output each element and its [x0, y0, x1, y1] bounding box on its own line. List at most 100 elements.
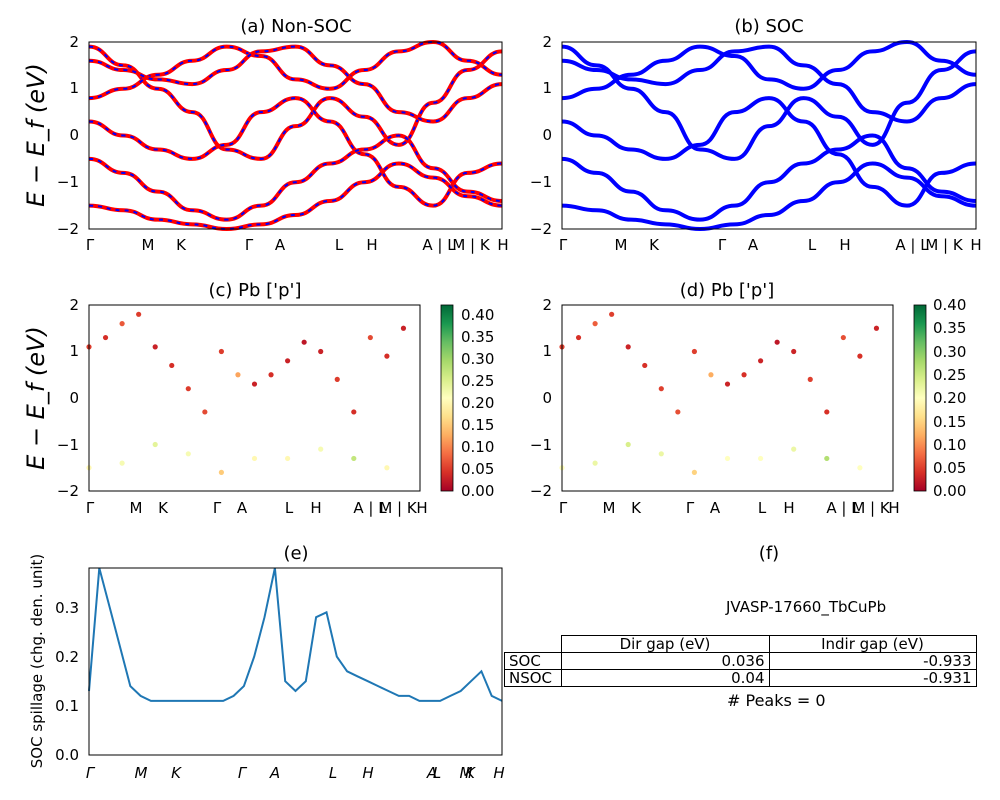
cbar-tick: 0.10	[461, 438, 494, 456]
cbar-tick: 0.40	[461, 306, 494, 324]
x-tick: Γ	[213, 499, 222, 517]
panel-b: (b) SOC 2 1 0 −1 −2 Γ M K Γ A L H A | L …	[530, 16, 982, 254]
x-tick: A	[748, 236, 759, 254]
panel-e-title: (e)	[283, 543, 308, 564]
band-line	[561, 44, 977, 124]
projection-point	[334, 376, 340, 382]
projection-point	[824, 455, 830, 462]
panel-d-yticks: 2 1 0 −1 −2	[530, 296, 552, 500]
panel-b-yticks: 2 1 0 −1 −2	[530, 33, 552, 238]
projection-point	[384, 465, 390, 471]
projection-point	[807, 376, 813, 382]
x-tick: A | L	[422, 236, 456, 254]
cbar-tick: 0.30	[933, 343, 966, 361]
x-tick: H	[493, 764, 504, 782]
panel-a-yticks: 2 1 0 −1 −2	[57, 33, 79, 238]
cbar-tick: 0.35	[933, 319, 966, 337]
projection-point	[185, 451, 191, 457]
table-header-row: Dir gap (eV) Indir gap (eV)	[505, 635, 977, 653]
panel-e-frame	[88, 567, 503, 756]
x-tick: Γ	[86, 764, 96, 782]
y-tick: 1	[69, 79, 79, 97]
table-row-label: SOC	[504, 652, 562, 670]
x-tick: L	[285, 499, 294, 517]
table-row: NSOC 0.04 -0.931	[504, 669, 977, 687]
panel-a: (a) Non-SOC E − E_f (eV) 2 1 0 −1 −2 Γ M…	[22, 16, 509, 254]
cbar-tick: 0.20	[461, 394, 494, 412]
panel-f: (f)	[759, 543, 779, 564]
y-tick: −2	[530, 482, 552, 500]
x-tick: M | K	[379, 499, 418, 517]
panel-e-line	[88, 567, 503, 702]
cbar-tick: 0.35	[461, 328, 494, 346]
x-tick: Γ	[238, 764, 248, 782]
table-cell: 0.04	[560, 669, 770, 687]
x-tick: H	[310, 499, 321, 517]
x-tick: K	[649, 236, 660, 254]
table-header: Dir gap (eV)	[560, 635, 770, 653]
projection-point	[351, 455, 357, 462]
band-line	[88, 44, 503, 124]
y-tick: 0.3	[55, 599, 79, 617]
x-tick: L	[335, 236, 344, 254]
y-tick: −1	[57, 173, 79, 191]
projection-point	[758, 455, 764, 462]
x-tick: A | L	[353, 499, 387, 517]
material-id: JVASP-17660_TbCuPb	[726, 598, 887, 616]
panel-d: (d) Pb ['p'] 2 1 0 −1 −2 Γ M K Γ A L H A…	[530, 280, 967, 517]
projection-point	[625, 344, 631, 350]
x-tick: A	[275, 236, 286, 254]
y-tick: 1	[542, 342, 552, 360]
panel-c-colorbar	[440, 304, 454, 492]
x-tick: A | L	[826, 499, 860, 517]
projection-point	[642, 362, 648, 369]
projection-point	[285, 358, 291, 364]
y-tick: 0	[69, 389, 79, 407]
y-tick: 0.0	[55, 746, 79, 764]
peaks-count: # Peaks = 0	[727, 691, 826, 710]
x-tick: K	[465, 764, 476, 782]
panel-c-frame	[88, 304, 421, 492]
projection-point	[384, 353, 390, 359]
y-tick: 1	[542, 79, 552, 97]
x-tick: H	[497, 236, 508, 254]
y-tick: −2	[57, 482, 79, 500]
projection-point	[218, 469, 224, 475]
cbar-tick: 0.25	[461, 372, 494, 390]
projection-point	[285, 455, 291, 462]
projection-point	[575, 334, 582, 341]
table-corner	[505, 636, 562, 653]
cbar-tick: 0.00	[461, 482, 494, 500]
y-tick: 1	[69, 342, 79, 360]
x-tick: K	[171, 764, 182, 782]
projection-point	[367, 334, 373, 341]
panel-c-yticks: 2 1 0 −1 −2	[57, 296, 79, 500]
table-cell: -0.931	[768, 669, 977, 687]
projection-point	[658, 386, 664, 392]
projection-point	[758, 358, 764, 364]
panel-e-xticks: Γ M K Γ A L H A L M K H	[86, 764, 505, 782]
cbar-tick: 0.05	[933, 459, 966, 477]
x-tick: M | K	[852, 499, 891, 517]
x-tick: Γ	[86, 236, 95, 254]
y-tick: 2	[542, 33, 552, 51]
x-tick: H	[783, 499, 794, 517]
table-row-label: NSOC	[504, 669, 562, 687]
x-tick: Γ	[245, 236, 254, 254]
projection-point	[318, 348, 324, 355]
table-row: SOC 0.036 -0.933	[504, 652, 977, 670]
projection-point	[301, 339, 307, 345]
x-tick: L	[433, 764, 441, 782]
x-tick: Γ	[718, 236, 727, 254]
projection-point	[724, 381, 731, 387]
cbar-tick: 0.05	[461, 460, 494, 478]
panel-e-yticks: 0.3 0.2 0.1 0.0	[55, 599, 79, 764]
projection-point	[136, 311, 142, 317]
table-header: Indir gap (eV)	[768, 635, 977, 653]
panel-c-points	[86, 311, 407, 475]
projection-point	[609, 311, 615, 317]
projection-point	[119, 460, 125, 466]
projection-point	[185, 386, 191, 392]
cbar-tick: 0.15	[933, 413, 966, 431]
